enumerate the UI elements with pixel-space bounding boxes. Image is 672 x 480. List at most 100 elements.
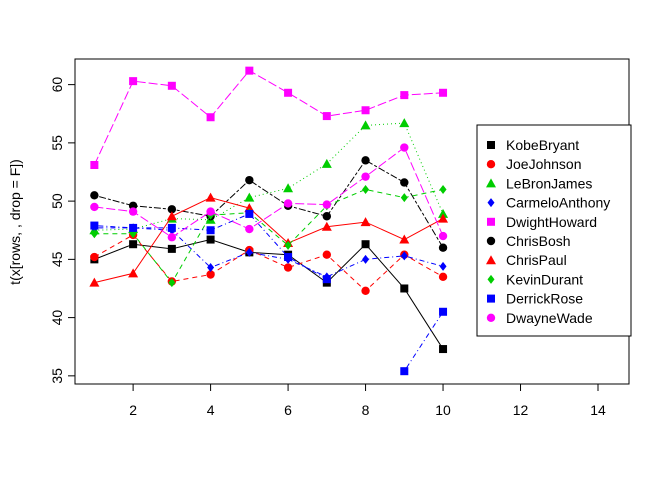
data-point [128, 207, 138, 216]
legend-label: KobeBryant [506, 137, 579, 153]
data-point [400, 143, 409, 152]
data-point [283, 183, 294, 193]
legend-marker [487, 217, 495, 226]
data-point [400, 91, 409, 100]
data-point [361, 172, 370, 181]
x-tick-label: 2 [129, 402, 137, 418]
data-point [206, 235, 215, 244]
data-point [128, 268, 139, 278]
data-point [206, 207, 215, 216]
data-point [400, 193, 408, 203]
series-line [94, 159, 444, 248]
y-axis-label: t(x[rows, , drop = F]) [7, 159, 23, 285]
data-point [438, 243, 448, 252]
data-point [361, 240, 370, 249]
x-axis: 2 4 6 8 10 12 14 [129, 383, 606, 418]
x-tick-label: 14 [590, 402, 606, 418]
series-line [94, 122, 444, 231]
data-point [439, 184, 447, 194]
legend-marker [486, 178, 496, 188]
legend-marker [486, 160, 496, 169]
series-line [94, 234, 444, 292]
y-tick-label: 40 [49, 310, 65, 326]
data-point [245, 66, 254, 75]
data-point [129, 223, 138, 232]
legend-label: KevinDurant [506, 271, 583, 287]
series-CarmeloAnthony [90, 223, 447, 282]
data-point [322, 212, 332, 221]
data-point [400, 284, 409, 293]
legend-label: JoeJohnson [506, 156, 582, 172]
x-tick-label: 8 [362, 402, 370, 418]
data-point [360, 217, 371, 227]
legend-label: ChrisBosh [506, 233, 571, 249]
data-point [206, 226, 215, 235]
data-point [90, 161, 99, 170]
data-point [129, 77, 138, 86]
data-point [167, 233, 177, 242]
y-tick-label: 60 [49, 77, 65, 93]
series-line [94, 227, 444, 278]
data-point [283, 263, 293, 272]
series-line [94, 188, 444, 284]
data-point [284, 253, 293, 262]
data-point [400, 367, 409, 376]
data-point [438, 213, 449, 223]
data-point [362, 184, 370, 194]
data-point [167, 81, 176, 90]
data-point [284, 240, 292, 250]
data-point [167, 244, 176, 253]
data-point [283, 199, 293, 208]
data-point [322, 112, 331, 121]
legend-box [476, 124, 632, 337]
data-point [439, 345, 448, 354]
data-point [321, 158, 332, 168]
data-point [361, 106, 370, 115]
data-point [128, 201, 138, 210]
data-point [399, 118, 410, 128]
x-tick-label: 4 [207, 402, 215, 418]
data-point [244, 203, 255, 213]
data-point [360, 120, 371, 130]
data-point [362, 254, 370, 264]
legend-label: DwightHoward [506, 214, 597, 230]
data-point [90, 191, 99, 200]
data-point [206, 113, 215, 122]
data-point [207, 263, 215, 273]
x-tick-label: 10 [435, 402, 451, 418]
x-tick-label: 12 [513, 402, 529, 418]
legend-marker [487, 198, 495, 208]
legend-marker [486, 255, 496, 265]
legend-label: DerrickRose [506, 291, 583, 307]
data-point [438, 208, 449, 218]
data-point [321, 221, 332, 231]
series-line [94, 239, 444, 350]
y-tick-label: 45 [49, 251, 65, 267]
y-axis: 35 40 45 50 55 60 [49, 77, 76, 384]
data-point [399, 234, 410, 244]
data-point [90, 252, 99, 262]
data-point [400, 178, 409, 187]
series-DerrickRose [90, 209, 448, 376]
data-point [439, 307, 448, 316]
data-point [361, 286, 370, 296]
data-point [168, 278, 176, 288]
data-point [167, 205, 177, 214]
series-DwightHoward [90, 66, 448, 170]
data-point [90, 229, 98, 239]
series-line [403, 311, 444, 372]
legend-marker [487, 274, 495, 284]
data-point [361, 156, 370, 165]
data-point [284, 88, 293, 97]
legend-label: LeBronJames [506, 175, 592, 191]
data-point [439, 261, 447, 271]
data-point [206, 270, 215, 279]
legend-marker [487, 141, 495, 149]
y-tick-label: 35 [49, 368, 65, 384]
legend-label: CarmeloAnthony [506, 195, 610, 211]
series-ChrisBosh [90, 156, 448, 252]
data-point [244, 192, 255, 202]
data-point [438, 272, 448, 282]
data-point [245, 175, 254, 185]
